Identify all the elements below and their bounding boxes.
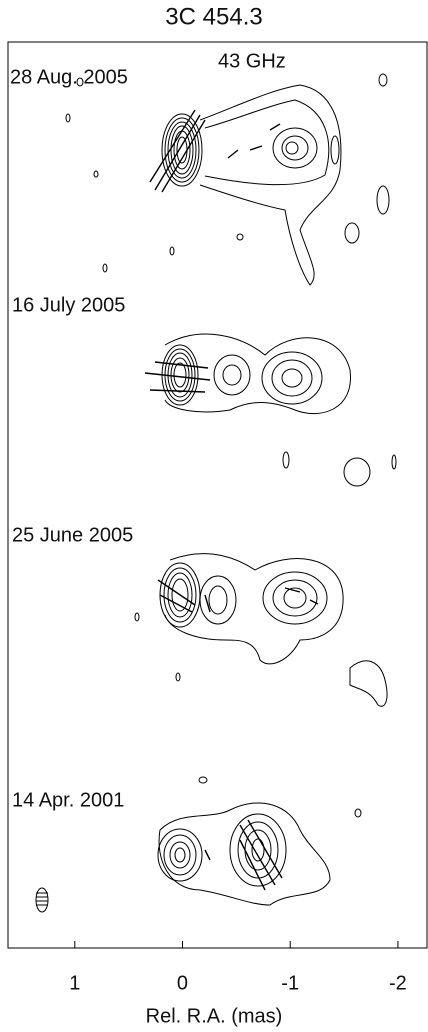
panel-label: 28 Aug. 2005 <box>10 66 128 88</box>
x-tick-label: 0 <box>177 972 188 994</box>
x-tick-label: -2 <box>389 972 407 994</box>
panel-label: 16 July 2005 <box>12 294 125 316</box>
panel-label: 14 Apr. 2001 <box>12 789 124 811</box>
polarization-vectors <box>149 109 281 193</box>
polarization-vectors <box>157 579 319 613</box>
contours <box>161 333 397 487</box>
x-axis-label: Rel. R.A. (mas) <box>146 1005 283 1027</box>
contours <box>65 73 390 286</box>
chart-title: 3C 454.3 <box>165 3 262 30</box>
x-tick-label: 1 <box>69 972 80 994</box>
beam <box>35 887 49 913</box>
polarization-vectors <box>144 361 211 393</box>
x-tick-label: -1 <box>281 972 299 994</box>
frame <box>7 41 428 949</box>
polarization-vectors <box>204 819 283 891</box>
panel-label: 25 June 2005 <box>12 524 133 546</box>
contours <box>134 553 388 707</box>
annotation: 43 GHz <box>218 50 286 72</box>
